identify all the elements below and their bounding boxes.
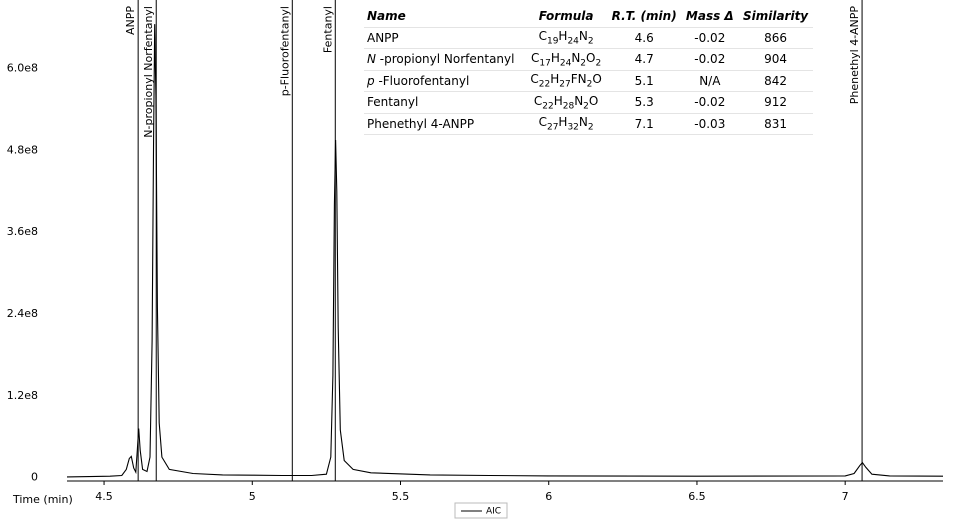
name-part: p bbox=[367, 73, 375, 88]
name-cell: N -propionyl Norfentanyl bbox=[364, 48, 526, 71]
marker-label: ANPP bbox=[124, 6, 137, 35]
y-tick-label: 2.4e8 bbox=[7, 307, 38, 320]
mass-delta-cell: -0.02 bbox=[681, 27, 739, 49]
similarity-cell: 912 bbox=[738, 91, 813, 114]
rt-cell: 5.1 bbox=[606, 70, 682, 92]
rt-cell: 5.3 bbox=[606, 91, 682, 114]
x-tick-label: 7 bbox=[842, 490, 849, 503]
mass-delta-cell: N/A bbox=[681, 70, 739, 92]
name-cell: Phenethyl 4-ANPP bbox=[364, 113, 526, 135]
formula-cell: C27H32N2 bbox=[525, 113, 607, 135]
similarity-cell: 866 bbox=[738, 27, 813, 49]
name-cell: p -Fluorofentanyl bbox=[364, 70, 526, 92]
similarity-cell: 842 bbox=[738, 70, 813, 92]
name-part: N bbox=[367, 52, 376, 67]
name-part: ANPP bbox=[367, 30, 399, 45]
similarity-cell: 904 bbox=[738, 48, 813, 71]
formula-cell: C19H24N2 bbox=[525, 27, 607, 49]
rt-cell: 4.6 bbox=[606, 27, 682, 49]
header-cell: Similarity bbox=[738, 6, 813, 28]
table-row: Fentanyl C22H28N2O 5.3 -0.02 912 bbox=[364, 91, 813, 114]
header-cell: Mass Δ bbox=[681, 6, 739, 28]
header-cell: Name bbox=[364, 6, 526, 28]
results-table: Name Formula R.T. (min) Mass Δ Similarity ANP… bbox=[364, 6, 813, 135]
name-cell: ANPP bbox=[364, 27, 526, 49]
marker-label: p-Fluorofentanyl bbox=[278, 6, 291, 96]
name-part: Phenethyl 4-ANPP bbox=[367, 116, 475, 131]
x-tick-label: 6.5 bbox=[688, 490, 706, 503]
similarity-cell: 831 bbox=[738, 113, 813, 135]
table-row: N -propionyl Norfentanyl C17H24N2O2 4.7 -0.… bbox=[364, 48, 813, 71]
x-tick-label: 6 bbox=[545, 490, 552, 503]
formula-cell: C17H24N2O2 bbox=[525, 48, 607, 71]
x-tick-label: 5.5 bbox=[392, 490, 410, 503]
formula-cell: C22H28N2O bbox=[525, 91, 607, 114]
legend-label: AIC bbox=[486, 507, 501, 517]
name-part: -propionyl Norfentanyl bbox=[375, 52, 515, 67]
rt-cell: 7.1 bbox=[606, 113, 682, 135]
header-cell: Formula bbox=[525, 6, 607, 28]
mass-delta-cell: -0.03 bbox=[681, 113, 739, 135]
y-tick-label: 1.2e8 bbox=[7, 389, 38, 402]
header-cell: R.T. (min) bbox=[606, 6, 682, 28]
marker-label: N-propionyl Norfentanyl bbox=[142, 6, 155, 138]
table-row: ANPP C19H24N2 4.6 -0.02 866 bbox=[364, 27, 813, 49]
rt-cell: 4.7 bbox=[606, 48, 682, 71]
name-part: -Fluorofentanyl bbox=[374, 73, 470, 88]
trace bbox=[66, 24, 944, 478]
mass-delta-cell: -0.02 bbox=[681, 48, 739, 71]
y-tick-label: 4.8e8 bbox=[7, 143, 38, 156]
table-row: Phenethyl 4-ANPP C27H32N2 7.1 -0.03 831 bbox=[364, 113, 813, 135]
header-row: Name Formula R.T. (min) Mass Δ Similarity bbox=[364, 6, 813, 28]
y-tick-label: 3.6e8 bbox=[7, 225, 38, 238]
x-tick-label: 4.5 bbox=[95, 490, 113, 503]
y-tick-label: 6.0e8 bbox=[7, 61, 38, 74]
name-cell: Fentanyl bbox=[364, 91, 526, 114]
mass-delta-cell: -0.02 bbox=[681, 91, 739, 114]
formula-cell: C22H27FN2O bbox=[525, 70, 607, 92]
x-axis-label: Time (min) bbox=[12, 493, 73, 506]
x-tick-label: 5 bbox=[249, 490, 256, 503]
y-tick-label: 0 bbox=[31, 471, 38, 484]
name-part: Fentanyl bbox=[367, 95, 419, 110]
legend: AIC bbox=[454, 502, 508, 519]
table-row: p -Fluorofentanyl C22H27FN2O 5.1 N/A 842 bbox=[364, 70, 813, 92]
marker-label: Phenethyl 4-ANPP bbox=[848, 6, 861, 105]
marker-label: Fentanyl bbox=[321, 6, 334, 53]
